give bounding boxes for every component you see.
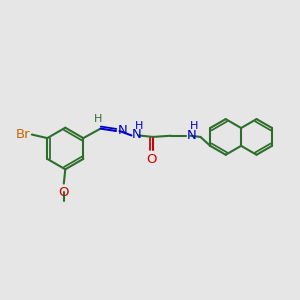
Text: H: H <box>94 114 102 124</box>
Text: N: N <box>187 129 196 142</box>
Text: N: N <box>132 128 142 141</box>
Text: H: H <box>190 121 198 131</box>
Text: N: N <box>118 124 127 136</box>
Text: Br: Br <box>16 128 30 141</box>
Text: H: H <box>135 121 143 131</box>
Text: O: O <box>58 186 69 199</box>
Text: O: O <box>146 153 157 166</box>
